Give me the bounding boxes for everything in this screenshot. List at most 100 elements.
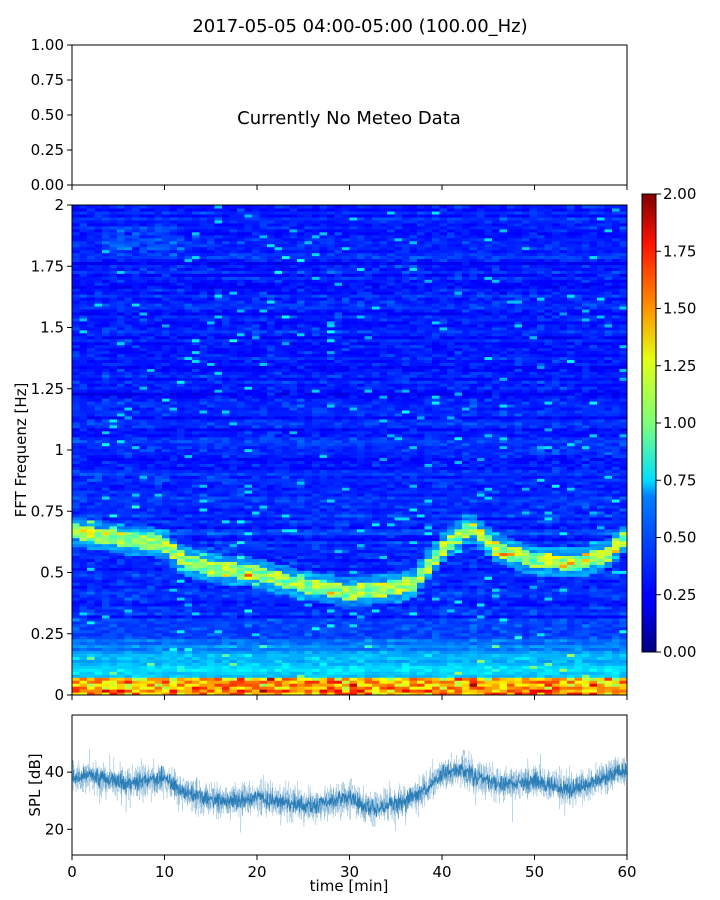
spectrogram-cell <box>274 374 283 378</box>
spectrogram-cell <box>87 338 96 343</box>
spectrogram-cell <box>124 326 133 331</box>
spectrogram-cell <box>177 380 186 384</box>
spectrogram-cell <box>147 311 156 316</box>
spectrogram-cell <box>79 442 88 447</box>
spectrogram-cell <box>267 418 276 423</box>
spectrogram-cell <box>207 270 216 274</box>
spectrogram-cell <box>132 303 141 307</box>
spectrogram-cell <box>199 267 208 271</box>
spectrogram-cell <box>184 647 193 652</box>
spectrogram-cell <box>237 326 246 331</box>
spectrogram-cell <box>244 291 253 295</box>
spectrogram-cell <box>124 320 133 325</box>
spectrogram-cell <box>87 588 96 592</box>
spectrogram-cell <box>154 534 163 539</box>
spectrogram-cell <box>72 314 81 319</box>
spectrogram-cell <box>184 570 193 574</box>
spectrogram-cell <box>282 356 291 361</box>
spectrogram-cell <box>109 546 118 551</box>
spectrogram-cell <box>139 255 148 260</box>
spectrogram-cell <box>117 234 126 239</box>
spectrogram-cell <box>102 487 111 491</box>
spectrogram-cell <box>192 478 201 482</box>
spectrogram-cell <box>72 303 81 307</box>
spectrogram-cell <box>282 308 291 313</box>
spectrogram-cell <box>259 359 268 363</box>
spectrogram-cell <box>147 683 156 687</box>
spectrogram-cell <box>267 484 276 488</box>
spectrogram-cell <box>87 469 96 473</box>
spectrogram-cell <box>177 549 186 554</box>
spectrogram-cell <box>79 415 88 420</box>
spectrogram-cell <box>192 332 201 337</box>
spectrogram-cell <box>214 442 223 447</box>
spectrogram-cell <box>124 558 133 562</box>
spectrogram-cell <box>297 677 306 681</box>
spectrogram-cell <box>282 650 291 655</box>
spectrogram-cell <box>199 504 208 509</box>
spectrogram-cell <box>274 499 283 503</box>
spectrogram-cell <box>229 493 238 497</box>
spectrogram-cell <box>289 442 298 447</box>
spectrogram-cell <box>222 297 231 301</box>
spectrogram-cell <box>289 418 298 423</box>
spectrogram-cell <box>214 594 223 598</box>
spectrogram-cell <box>289 451 298 456</box>
spectrogram-cell <box>184 448 193 453</box>
spectrogram-cell <box>132 617 141 622</box>
spectrogram-cell <box>79 359 88 363</box>
spectrogram-cell <box>117 320 126 325</box>
spectrogram-cell <box>162 597 171 601</box>
spectrogram-cell <box>154 504 163 509</box>
spectrogram-cell <box>139 567 148 571</box>
spectrogram-cell <box>139 237 148 242</box>
spectrogram-cell <box>169 499 178 503</box>
spectrogram-cell <box>192 219 201 224</box>
spectrogram-cell <box>222 531 231 536</box>
spectrogram-cell <box>94 629 103 634</box>
spectrogram-cell <box>109 228 118 233</box>
spectrogram-cell <box>147 555 156 559</box>
spectrogram-cell <box>184 261 193 265</box>
spectrogram-cell <box>214 484 223 488</box>
spectrogram-cell <box>229 258 238 263</box>
figure-title: 2017-05-05 04:00-05:00 (100.00_Hz) <box>192 16 527 37</box>
spectrogram-cell <box>222 294 231 298</box>
spectrogram-cell <box>177 558 186 562</box>
spectrogram-cell <box>282 493 291 497</box>
spectrogram-cell <box>147 689 156 693</box>
spectrogram-cell <box>244 356 253 361</box>
spectrogram-cell <box>169 644 178 649</box>
spectrogram-cell <box>237 683 246 687</box>
spectrogram-cell <box>117 205 126 209</box>
spectrogram-cell <box>94 570 103 574</box>
spectrogram-cell <box>282 585 291 589</box>
spectrogram-cell <box>229 558 238 562</box>
spectrogram-cell <box>252 261 261 265</box>
spectrogram-cell <box>117 303 126 307</box>
spectrogram-cell <box>222 605 231 610</box>
spectrogram-cell <box>252 403 261 408</box>
spectrogram-cell <box>117 258 126 263</box>
spectrogram-cell <box>147 270 156 274</box>
spectrogram-cell <box>94 222 103 227</box>
spectrogram-cell <box>79 614 88 619</box>
spectrogram-cell <box>132 504 141 509</box>
spectrogram-cell <box>132 650 141 655</box>
spectrogram-cell <box>109 674 118 678</box>
spectrogram-cell <box>282 579 291 583</box>
spectrogram-cell <box>139 478 148 482</box>
spectrogram-cell <box>274 398 283 402</box>
spectrogram-cell <box>252 207 261 212</box>
spectrogram-cell <box>259 478 268 482</box>
spectrogram-cell <box>139 344 148 349</box>
spectrogram-cell <box>237 602 246 607</box>
spectrogram-cell <box>222 380 231 384</box>
spectrogram-cell <box>274 252 283 257</box>
spectrogram-cell <box>147 451 156 456</box>
spectrogram-cell <box>282 303 291 307</box>
spectrogram-cell <box>102 567 111 571</box>
spectrogram-cell <box>79 677 88 681</box>
spectrogram-cell <box>199 686 208 690</box>
spectrogram-cell <box>282 472 291 476</box>
